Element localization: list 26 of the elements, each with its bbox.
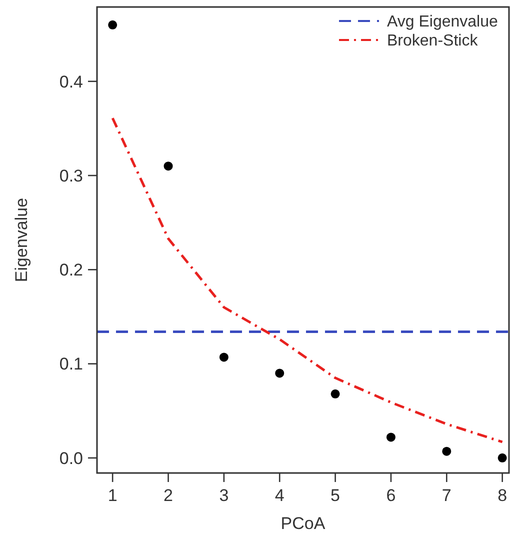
x-tick-label: 5 bbox=[330, 486, 340, 505]
y-tick-label: 0.0 bbox=[59, 448, 83, 468]
point bbox=[498, 453, 507, 462]
point bbox=[386, 432, 396, 442]
x-tick-label: 4 bbox=[274, 486, 284, 505]
y-tick-label: 0.3 bbox=[59, 166, 83, 186]
x-tick-label: 8 bbox=[498, 486, 508, 505]
x-tick-label: 7 bbox=[442, 486, 452, 505]
x-tick-label: 1 bbox=[108, 486, 118, 505]
x-tick-label: 3 bbox=[219, 486, 229, 505]
x-axis-title: PCoA bbox=[280, 514, 326, 533]
legend-label: Broken-Stick bbox=[387, 32, 479, 50]
y-axis-title: Eigenvalue bbox=[12, 198, 31, 282]
x-tick-label: 2 bbox=[164, 486, 173, 505]
point bbox=[330, 389, 340, 398]
y-tick-label: 0.4 bbox=[59, 72, 83, 92]
point bbox=[108, 20, 118, 30]
point bbox=[164, 162, 173, 171]
y-tick-label: 0.1 bbox=[59, 354, 83, 374]
point bbox=[275, 368, 284, 378]
x-tick-label: 6 bbox=[386, 486, 396, 505]
point bbox=[219, 352, 228, 362]
y-tick-label: 0.2 bbox=[59, 260, 83, 280]
line-series bbox=[111, 116, 504, 444]
legend-label: Avg Eigenvalue bbox=[387, 14, 498, 31]
point bbox=[442, 446, 452, 456]
